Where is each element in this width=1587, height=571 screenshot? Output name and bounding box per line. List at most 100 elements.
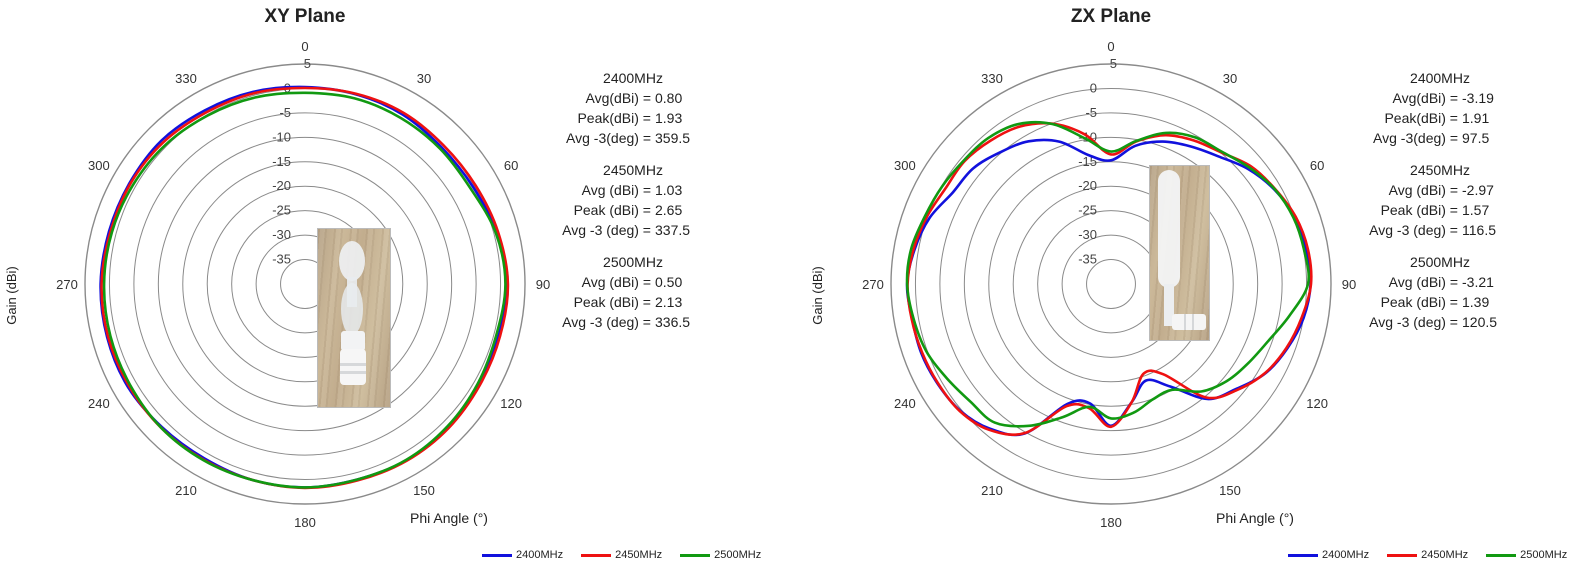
stat-row: Avg (dBi) = 0.50 (555, 272, 705, 292)
radial-tick-label: -20 (272, 178, 291, 193)
angle-tick-label: 60 (504, 158, 518, 173)
stat-label: Avg -3 (deg) = (562, 314, 651, 330)
radial-tick-label: -15 (272, 154, 291, 169)
stat-value: 1.91 (1462, 110, 1490, 126)
zx-y-axis-label: Gain (dBi) (809, 266, 825, 325)
stat-value: 336.5 (655, 314, 691, 330)
stat-row: Peak(dBi) = 1.91 (1362, 108, 1512, 128)
stat-row: Avg -3(deg) = 97.5 (1362, 128, 1512, 148)
angle-tick-label: 30 (1223, 71, 1237, 86)
angle-tick-label: 0 (301, 39, 308, 54)
zx-chart-title: ZX Plane (1070, 6, 1152, 27)
stat-value: 116.5 (1462, 222, 1496, 238)
angle-tick-label: 60 (1310, 158, 1324, 173)
zx-plane-panel: 5 0 -5 -10 -15 -20 -25 -30 -35 0 30 60 90 120 150 180 21… (806, 0, 1587, 571)
stat-row: Peak(dBi) = 1.93 (555, 108, 705, 128)
angle-tick-label: 240 (894, 396, 916, 411)
grid-ring (84, 63, 526, 505)
stat-value: 120.5 (1462, 314, 1498, 330)
radial-tick-label: -10 (272, 129, 291, 144)
grid-ring (890, 63, 1332, 505)
series-line-2500MHz (102, 91, 507, 489)
stat-label: Avg -3 (deg) = (1369, 314, 1458, 330)
radial-tick-label: 0 (1090, 80, 1097, 95)
stat-group-2500MHz: 2500MHz Avg (dBi) = 0.50 Peak (dBi) = 2.13 Av… (555, 252, 705, 332)
stat-frequency: 2500MHz (603, 254, 663, 270)
angle-tick-label: 180 (294, 515, 316, 530)
radial-tick-label: -25 (272, 203, 291, 218)
stat-value: 2.65 (655, 202, 683, 218)
legend-item: 2450MHz (1387, 549, 1468, 561)
stat-group-2450MHz: 2450MHz Avg (dBi) = -2.97 Peak (dBi) = 1.57 A… (1362, 160, 1512, 240)
grid-ring (133, 112, 477, 456)
angle-tick-label: 270 (862, 277, 884, 292)
stat-frequency: 2500MHz (1410, 254, 1470, 270)
legend-item: 2400MHz (1288, 549, 1369, 561)
angle-tick-label: 210 (175, 483, 197, 498)
grid-ring (939, 112, 1283, 456)
stat-value: 0.50 (655, 274, 683, 290)
stat-row: Avg (dBi) = -2.97 (1362, 180, 1512, 200)
angle-tick-label: 30 (417, 71, 431, 86)
grid-ring (1061, 234, 1161, 334)
stat-label: Avg -3 (deg) = (1369, 222, 1458, 238)
stat-row: Avg(dBi) = -3.19 (1362, 88, 1512, 108)
legend-swatch (482, 553, 512, 557)
stat-row: Peak (dBi) = 2.13 (555, 292, 705, 312)
xy-plane-panel: 5 0 -5 -10 -15 -20 -25 -30 -35 0 30 60 90 120 150 180 21… (0, 0, 793, 571)
stat-value: 2.13 (655, 294, 683, 310)
xy-chart-title: XY Plane (264, 6, 346, 27)
legend-label: 2500MHz (714, 549, 762, 561)
grid-ring (914, 87, 1308, 481)
grid-ring (988, 161, 1234, 407)
angle-tick-label: 150 (1219, 483, 1241, 498)
stat-row: Avg (dBi) = -3.21 (1362, 272, 1512, 292)
angle-tick-label: 90 (536, 277, 550, 292)
legend-swatch (680, 553, 711, 557)
grid-ring (157, 136, 453, 432)
stat-group-2500MHz: 2500MHz Avg (dBi) = -3.21 Peak (dBi) = 1.39 A… (1362, 252, 1512, 332)
legend-swatch (1486, 553, 1517, 557)
xy-x-axis-label: Phi Angle (°) (410, 510, 488, 526)
stat-row: Peak (dBi) = 1.57 (1362, 200, 1512, 220)
legend-label: 2400MHz (1322, 549, 1370, 561)
stat-value: 0.80 (655, 90, 683, 106)
radial-tick-label: -25 (1078, 203, 1097, 218)
stat-value: 1.39 (1462, 294, 1490, 310)
angle-tick-label: 120 (500, 396, 522, 411)
stat-row: Avg -3 (deg) = 116.5 (1362, 220, 1512, 240)
angle-tick-label: 90 (1342, 277, 1356, 292)
angle-tick-label: 0 (1107, 39, 1114, 54)
stat-label: Avg -3(deg) = (566, 130, 651, 146)
angle-tick-label: 240 (88, 396, 110, 411)
grid-ring (182, 161, 428, 407)
grid-ring (963, 136, 1259, 432)
stat-row: Avg -3 (deg) = 337.5 (555, 220, 705, 240)
stat-label: Peak(dBi) = (1384, 110, 1458, 126)
antenna-photo-zx (1149, 165, 1210, 341)
legend-item: 2400MHz (482, 549, 563, 561)
antenna-photo-xy (317, 228, 391, 408)
legend-label: 2500MHz (1520, 549, 1568, 561)
radial-tick-label: -5 (1085, 105, 1097, 120)
radial-tick-label: -35 (1078, 252, 1097, 267)
stat-row: Avg -3 (deg) = 120.5 (1362, 312, 1512, 332)
stat-row: Avg(dBi) = 0.80 (555, 88, 705, 108)
zx-stats-block: 2400MHz Avg(dBi) = -3.19 Peak(dBi) = 1.91 Avg… (1362, 68, 1512, 344)
angle-tick-label: 210 (981, 483, 1003, 498)
legend-item: 2450MHz (581, 549, 662, 561)
stat-group-2400MHz: 2400MHz Avg(dBi) = 0.80 Peak(dBi) = 1.93 Avg … (555, 68, 705, 148)
stat-value: 97.5 (1462, 130, 1490, 146)
stat-group-2400MHz: 2400MHz Avg(dBi) = -3.19 Peak(dBi) = 1.91 Avg… (1362, 68, 1512, 148)
stat-label: Avg (dBi) = (581, 274, 651, 290)
stat-label: Peak (dBi) = (573, 202, 651, 218)
stat-value: 1.57 (1462, 202, 1490, 218)
stat-row: Peak (dBi) = 2.65 (555, 200, 705, 220)
stat-label: Avg (dBi) = (1388, 274, 1458, 290)
stat-frequency: 2400MHz (1410, 70, 1470, 86)
stat-label: Avg(dBi) = (1392, 90, 1459, 106)
stat-row: Avg -3(deg) = 359.5 (555, 128, 705, 148)
radial-tick-label: -30 (272, 227, 291, 242)
angle-tick-label: 270 (56, 277, 78, 292)
legend-swatch (1288, 553, 1318, 557)
